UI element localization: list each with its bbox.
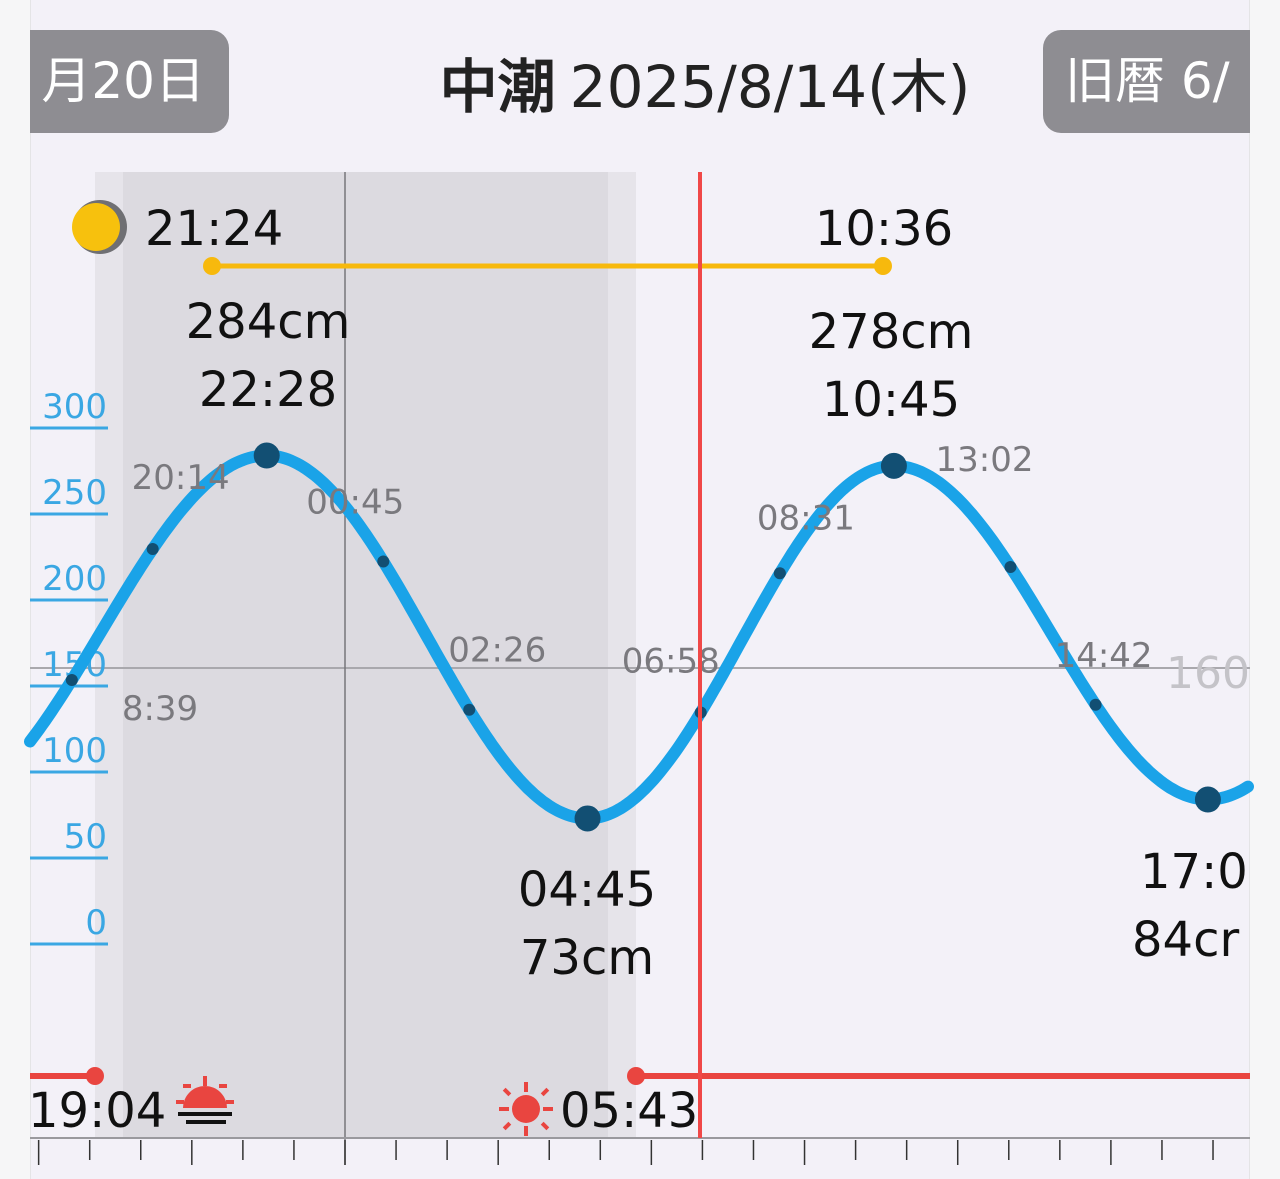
- low-tide-level: 84cr: [1132, 912, 1239, 968]
- high-tide-time: 10:45: [822, 372, 960, 428]
- intermediate-time-label: 8:39: [122, 689, 198, 729]
- intermediate-time-label: 13:02: [935, 440, 1033, 480]
- moonset-time: 21:24: [145, 201, 283, 257]
- tide-point: [146, 543, 159, 556]
- tide-point: [1004, 561, 1017, 574]
- sunrise-time: 05:43: [560, 1083, 698, 1139]
- high-tide-dot: [253, 442, 280, 469]
- night-shade: [123, 172, 608, 1138]
- date-label: 2025/8/14(木): [569, 53, 971, 121]
- sunrise-dot: [627, 1067, 645, 1085]
- y-axis-label: 300: [42, 387, 107, 427]
- intermediate-time-label: 14:42: [1055, 636, 1153, 676]
- low-tide-dot: [1194, 786, 1221, 813]
- high-tide-dot: [880, 452, 907, 479]
- page-title: 中潮 2025/8/14(木): [380, 40, 1030, 124]
- moon-phase-icon: [72, 200, 127, 254]
- tide-point: [1089, 698, 1102, 711]
- low-tide-level: 73cm: [520, 930, 654, 986]
- tide-point: [773, 567, 786, 580]
- sunrise-icon: [499, 1082, 553, 1136]
- sunset-icon: [176, 1076, 234, 1124]
- intermediate-time-label: 06:58: [622, 641, 720, 681]
- tide-point: [463, 703, 476, 716]
- tide-point: [377, 555, 390, 568]
- low-tide-time: 17:0: [1140, 844, 1248, 900]
- high-tide-level: 284cm: [186, 294, 351, 350]
- y-axis-label: 50: [64, 817, 107, 857]
- reference-level-label: 160: [1166, 648, 1250, 699]
- y-axis-label: 100: [42, 731, 107, 771]
- left-edge: [0, 0, 31, 1179]
- intermediate-time-label: 08:31: [757, 498, 855, 538]
- intermediate-time-label: 20:14: [132, 458, 230, 498]
- right-edge: [1249, 0, 1280, 1179]
- next-day-label: 旧暦 6/: [1065, 52, 1230, 110]
- tide-point: [65, 674, 78, 687]
- y-axis-label: 200: [42, 559, 107, 599]
- intermediate-time-label: 00:45: [306, 482, 404, 522]
- y-axis-label: 250: [42, 473, 107, 513]
- moonset-dot: [203, 257, 221, 275]
- low-tide-dot: [574, 805, 601, 832]
- moonrise-dot: [874, 257, 892, 275]
- low-tide-time: 04:45: [518, 862, 656, 918]
- tide-curve: [24, 449, 1254, 825]
- sunset-time: 19:04: [28, 1083, 166, 1139]
- next-day-button[interactable]: 旧暦 6/: [1043, 30, 1250, 133]
- sunset-dot: [86, 1067, 104, 1085]
- previous-day-button[interactable]: 月20日: [30, 30, 229, 133]
- high-tide-level: 278cm: [809, 304, 974, 360]
- previous-day-label: 月20日: [41, 52, 205, 110]
- high-tide-time: 22:28: [199, 362, 337, 418]
- tide-type: 中潮: [439, 53, 556, 121]
- moonrise-time: 10:36: [815, 201, 953, 257]
- intermediate-time-label: 02:26: [448, 631, 546, 671]
- y-axis-label: 0: [85, 903, 107, 943]
